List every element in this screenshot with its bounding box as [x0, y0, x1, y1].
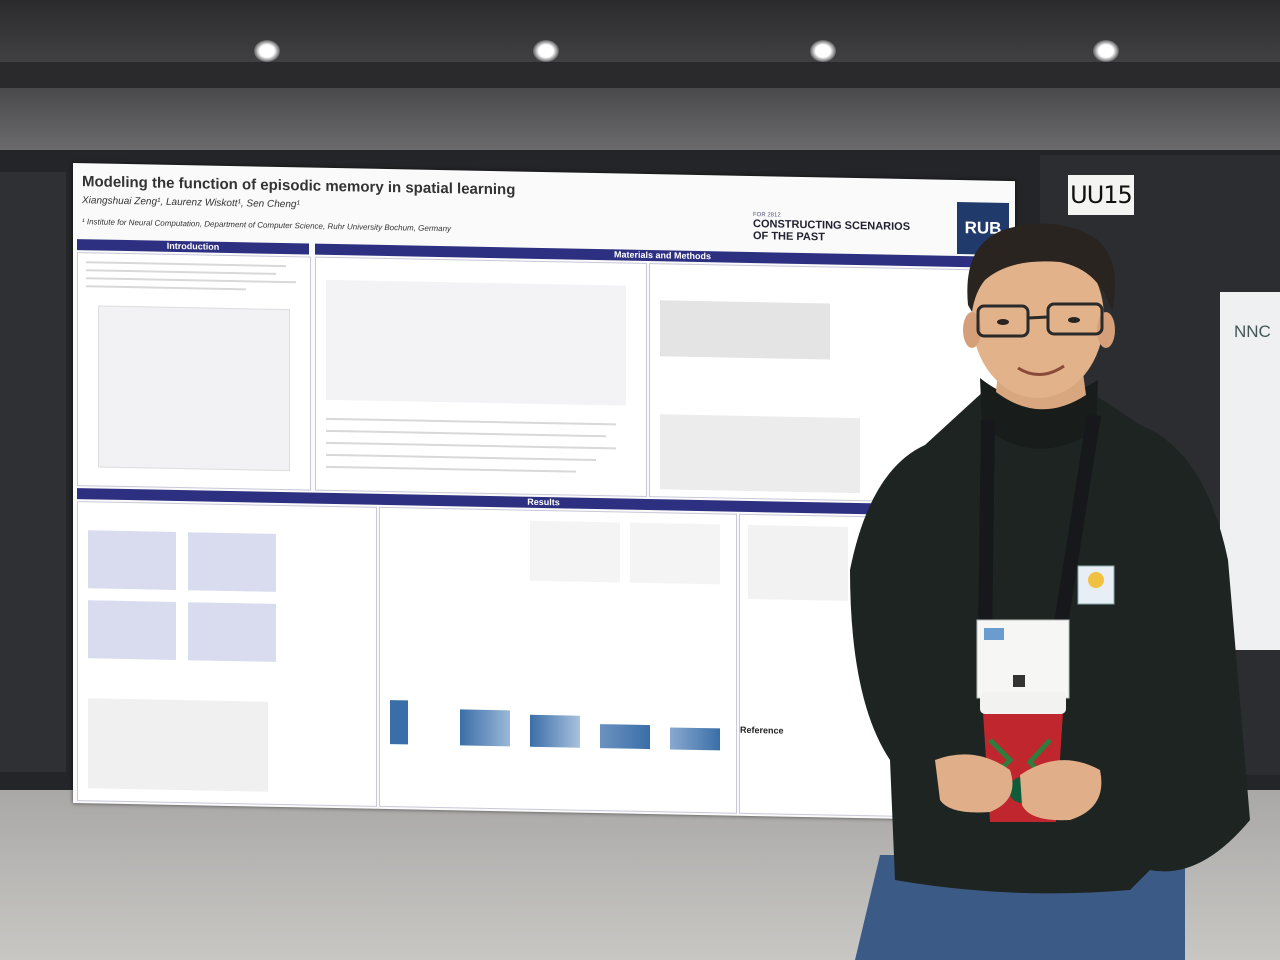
left-eye — [997, 319, 1009, 325]
lanyard — [978, 413, 1101, 641]
left-hand — [935, 754, 1013, 813]
badge-logo-icon — [984, 628, 1004, 640]
badge-qr-icon — [1013, 675, 1025, 687]
right-hand — [1020, 760, 1102, 821]
ceiling-light — [533, 40, 559, 62]
right-ear — [1097, 312, 1115, 348]
glasses-bridge — [1027, 315, 1049, 320]
right-eye — [1068, 317, 1080, 323]
glasses-left-lens — [976, 304, 1030, 338]
ceiling-light — [1093, 40, 1119, 62]
neighbor-poster-logo: NNC — [1234, 322, 1271, 341]
smile — [1017, 364, 1065, 376]
pin-logo-icon — [1088, 572, 1104, 588]
glasses-right-lens — [1046, 302, 1104, 336]
ceiling-light — [810, 40, 836, 62]
ceiling-truss — [0, 62, 1280, 88]
ceiling-light — [254, 40, 280, 62]
coffee-cup-lid — [980, 692, 1066, 714]
poster-board-left-panel — [0, 172, 66, 772]
booth-number-sign: UU15 — [1068, 175, 1134, 215]
hall-ceiling — [0, 0, 1280, 150]
hair — [967, 223, 1115, 312]
